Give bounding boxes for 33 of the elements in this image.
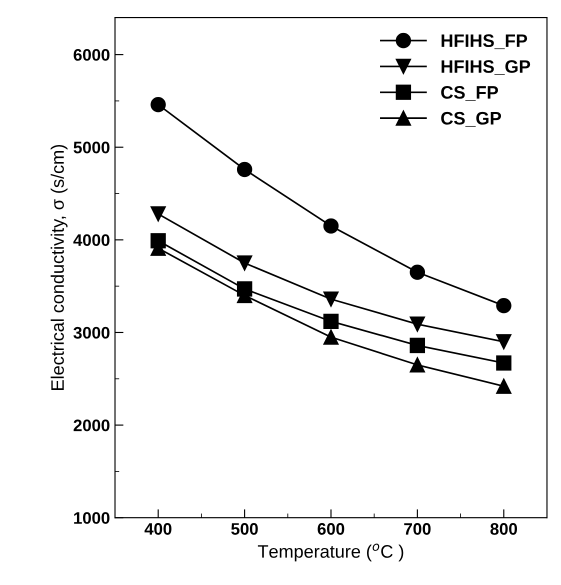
- x-tick-label: 600: [318, 523, 344, 535]
- y-tick-label: 2000: [74, 420, 110, 432]
- y-axis-title: Electrical conductivity, σ (s/cm): [50, 144, 68, 390]
- point: [323, 218, 339, 234]
- y-tick-label: 6000: [74, 49, 110, 61]
- y-tick-label: 3000: [73, 326, 110, 339]
- x-axis-title: Temperature ($^{o}$C ): [258, 544, 404, 562]
- x-tick-label: 500: [231, 523, 258, 535]
- point: [410, 338, 426, 354]
- point: [496, 298, 512, 314]
- point: [150, 96, 166, 112]
- y-tick-label: 4000: [73, 234, 110, 246]
- x-tick-label: 700: [404, 523, 431, 535]
- x-tick-label: 400: [144, 523, 172, 535]
- point: [323, 329, 339, 345]
- point: [496, 355, 512, 371]
- point: [150, 206, 166, 222]
- point: [410, 357, 426, 373]
- point: [410, 264, 426, 280]
- y-tick-label: 5000: [74, 142, 110, 154]
- point: [323, 291, 339, 307]
- legend-label: HFIHS_FP: [442, 34, 528, 50]
- point: [410, 316, 426, 332]
- legend-label: HFIHS_GP: [442, 60, 530, 75]
- point: [236, 162, 252, 178]
- point: [236, 255, 252, 271]
- y-tick-label: 1000: [74, 512, 110, 524]
- x-tick-label: 800: [490, 523, 517, 535]
- point: [323, 314, 339, 329]
- legend-label: CS_GP: [441, 112, 502, 127]
- point: [496, 378, 512, 394]
- point: [496, 334, 512, 350]
- legend-label: CS_FP: [441, 86, 498, 101]
